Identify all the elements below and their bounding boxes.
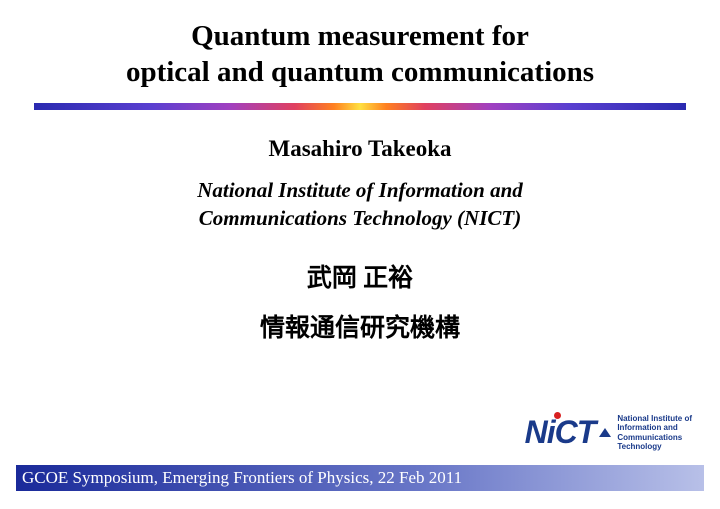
logo-caption-4: Technology bbox=[617, 442, 692, 451]
affiliation: National Institute of Information and Co… bbox=[0, 176, 720, 233]
footer-text: GCOE Symposium, Emerging Frontiers of Ph… bbox=[22, 468, 462, 487]
author-name-jp: 武岡 正裕 bbox=[0, 258, 720, 294]
logo-caption-2: Information and bbox=[617, 423, 692, 432]
footer-bar: GCOE Symposium, Emerging Frontiers of Ph… bbox=[16, 465, 704, 491]
logo-dot-icon bbox=[554, 412, 561, 419]
author-name: Masahiro Takeoka bbox=[0, 136, 720, 162]
affiliation-line-2: Communications Technology (NICT) bbox=[0, 204, 720, 232]
logo-caption: National Institute of Information and Co… bbox=[617, 414, 692, 451]
slide-title: Quantum measurement for optical and quan… bbox=[0, 0, 720, 91]
gradient-divider bbox=[34, 103, 686, 110]
logo-mark: NiCT bbox=[525, 414, 596, 451]
logo-caption-3: Communications bbox=[617, 433, 692, 442]
nict-logo: NiCT National Institute of Information a… bbox=[525, 414, 692, 451]
affiliation-line-1: National Institute of Information and bbox=[0, 176, 720, 204]
logo-mark-text: NiCT bbox=[525, 414, 596, 450]
caret-icon bbox=[599, 428, 611, 437]
title-line-1: Quantum measurement for bbox=[0, 18, 720, 54]
affiliation-jp: 情報通信研究機構 bbox=[0, 308, 720, 344]
logo-caption-1: National Institute of bbox=[617, 414, 692, 423]
title-line-2: optical and quantum communications bbox=[0, 54, 720, 90]
